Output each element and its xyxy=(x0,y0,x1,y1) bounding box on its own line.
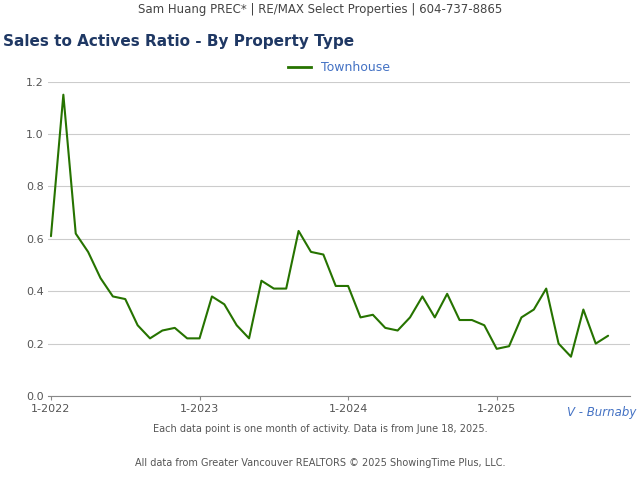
Text: Sam Huang PREC* | RE/MAX Select Properties | 604-737-8865: Sam Huang PREC* | RE/MAX Select Properti… xyxy=(138,3,502,16)
Text: Each data point is one month of activity. Data is from June 18, 2025.: Each data point is one month of activity… xyxy=(153,424,487,434)
Text: Sales to Actives Ratio - By Property Type: Sales to Actives Ratio - By Property Typ… xyxy=(3,34,355,48)
Legend: Townhouse: Townhouse xyxy=(284,57,395,79)
Text: V - Burnaby: V - Burnaby xyxy=(568,406,637,419)
Text: All data from Greater Vancouver REALTORS © 2025 ShowingTime Plus, LLC.: All data from Greater Vancouver REALTORS… xyxy=(135,458,505,468)
